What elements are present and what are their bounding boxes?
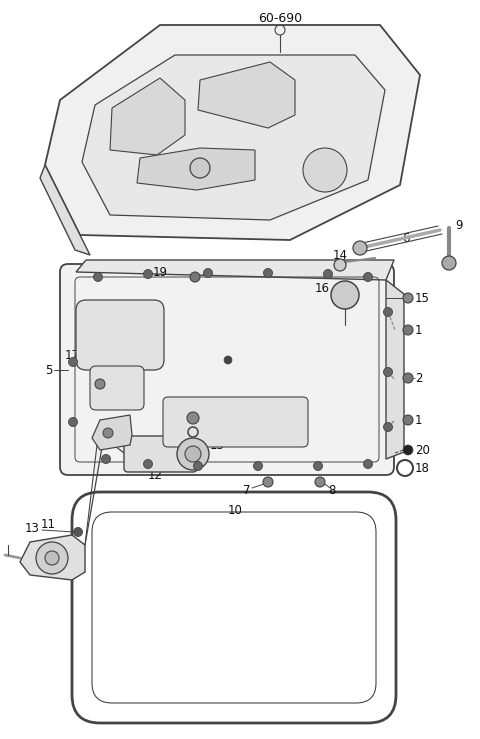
- Circle shape: [324, 270, 333, 279]
- FancyBboxPatch shape: [60, 264, 394, 475]
- Polygon shape: [198, 62, 295, 128]
- Circle shape: [403, 325, 413, 335]
- Circle shape: [95, 379, 105, 389]
- Circle shape: [263, 477, 273, 487]
- Circle shape: [353, 241, 367, 255]
- Circle shape: [144, 270, 153, 279]
- Polygon shape: [386, 280, 404, 459]
- Circle shape: [363, 273, 372, 282]
- Circle shape: [384, 423, 393, 432]
- Circle shape: [403, 293, 413, 303]
- Circle shape: [313, 461, 323, 471]
- FancyBboxPatch shape: [76, 300, 164, 370]
- Polygon shape: [137, 148, 255, 190]
- FancyBboxPatch shape: [163, 397, 308, 447]
- Text: 10: 10: [228, 503, 242, 517]
- Text: 18: 18: [415, 461, 430, 474]
- Circle shape: [315, 477, 325, 487]
- Polygon shape: [20, 535, 85, 580]
- Text: 12: 12: [147, 469, 163, 482]
- Text: 2: 2: [415, 372, 422, 384]
- Polygon shape: [110, 78, 185, 155]
- Circle shape: [403, 415, 413, 425]
- Circle shape: [190, 272, 200, 282]
- Text: 13: 13: [210, 438, 225, 452]
- Text: 4: 4: [200, 406, 207, 420]
- Text: 13: 13: [25, 522, 40, 534]
- Text: 17: 17: [65, 349, 80, 361]
- Text: 1: 1: [415, 414, 422, 426]
- Circle shape: [177, 438, 209, 470]
- Text: 5: 5: [45, 364, 52, 376]
- Circle shape: [185, 446, 201, 462]
- Circle shape: [253, 461, 263, 471]
- Text: 1: 1: [415, 324, 422, 336]
- Text: 19: 19: [153, 265, 168, 279]
- Circle shape: [403, 373, 413, 383]
- Circle shape: [384, 307, 393, 316]
- Circle shape: [69, 358, 77, 367]
- FancyBboxPatch shape: [90, 366, 144, 410]
- Circle shape: [69, 418, 77, 426]
- Text: 7: 7: [242, 483, 250, 497]
- Circle shape: [94, 273, 103, 282]
- Polygon shape: [40, 165, 90, 255]
- Circle shape: [303, 148, 347, 192]
- Circle shape: [442, 256, 456, 270]
- Circle shape: [193, 461, 203, 471]
- FancyBboxPatch shape: [124, 436, 197, 472]
- Polygon shape: [82, 55, 385, 220]
- Polygon shape: [76, 260, 394, 280]
- Circle shape: [103, 428, 113, 438]
- Circle shape: [403, 445, 413, 455]
- Text: 3: 3: [200, 426, 207, 438]
- Text: 20: 20: [415, 443, 430, 457]
- Text: 14: 14: [333, 248, 348, 262]
- Text: 60-690: 60-690: [258, 12, 302, 24]
- Circle shape: [187, 412, 199, 424]
- Text: 8: 8: [328, 483, 336, 497]
- Text: 9: 9: [455, 219, 463, 231]
- Text: 15: 15: [415, 291, 430, 304]
- Polygon shape: [92, 415, 132, 450]
- Circle shape: [190, 158, 210, 178]
- Text: 11: 11: [40, 519, 56, 531]
- Circle shape: [363, 460, 372, 469]
- Circle shape: [36, 542, 68, 574]
- Text: 16: 16: [315, 282, 330, 295]
- Polygon shape: [45, 25, 420, 240]
- Circle shape: [73, 528, 83, 537]
- Circle shape: [264, 268, 273, 278]
- Circle shape: [224, 356, 232, 364]
- Circle shape: [101, 454, 110, 463]
- Circle shape: [384, 367, 393, 376]
- Circle shape: [331, 281, 359, 309]
- Text: 6: 6: [402, 231, 409, 245]
- Circle shape: [204, 268, 213, 278]
- Circle shape: [45, 551, 59, 565]
- Circle shape: [144, 460, 153, 469]
- Circle shape: [334, 259, 346, 271]
